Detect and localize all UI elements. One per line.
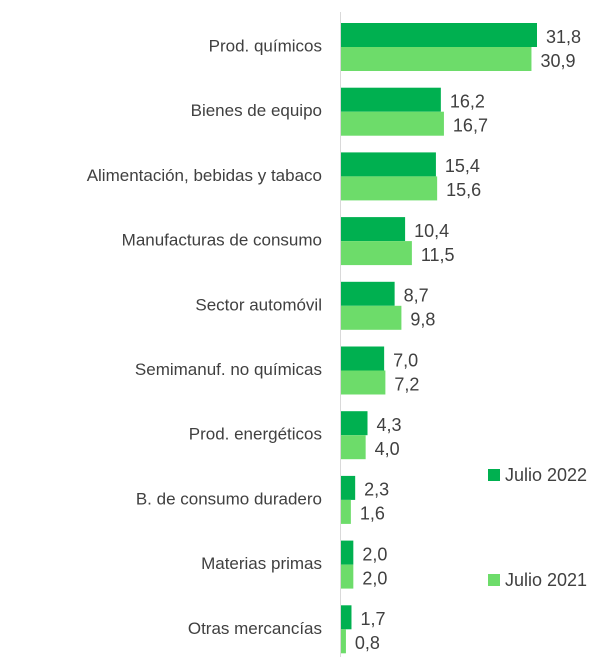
bar <box>341 435 366 460</box>
value-label: 30,9 <box>540 51 575 71</box>
bar <box>341 111 444 136</box>
bar <box>341 629 346 654</box>
bar <box>341 217 406 242</box>
value-label: 9,8 <box>410 310 435 330</box>
category-label: Alimentación, bebidas y tabaco <box>87 166 322 185</box>
bar <box>341 152 436 177</box>
category-label: Materias primas <box>201 554 322 573</box>
bar <box>341 605 352 630</box>
bar <box>341 281 395 306</box>
bar <box>341 370 386 395</box>
legend-label: Julio 2022 <box>505 465 587 485</box>
category-label: Prod. energéticos <box>189 425 322 444</box>
category-label: Semimanuf. no químicas <box>135 360 322 379</box>
bar <box>341 499 351 524</box>
value-label: 7,2 <box>394 374 419 394</box>
legend-label: Julio 2021 <box>505 570 587 590</box>
value-label: 1,6 <box>360 504 385 524</box>
value-label: 7,0 <box>393 350 418 370</box>
value-label: 4,0 <box>375 439 400 459</box>
bar <box>341 411 368 436</box>
value-label: 16,7 <box>453 115 488 135</box>
value-label: 4,3 <box>377 415 402 435</box>
value-label: 0,8 <box>355 633 380 653</box>
value-label: 8,7 <box>404 286 429 306</box>
value-label: 1,7 <box>360 609 385 629</box>
category-label: Sector automóvil <box>195 295 322 314</box>
bar <box>341 305 402 330</box>
legend-swatch <box>488 469 500 481</box>
bar <box>341 475 356 500</box>
legend-swatch <box>488 574 500 586</box>
category-label: B. de consumo duradero <box>136 489 322 508</box>
bar <box>341 564 354 589</box>
value-label: 10,4 <box>414 221 449 241</box>
bar <box>341 47 532 71</box>
value-label: 31,8 <box>546 27 581 47</box>
category-label: Prod. químicos <box>209 36 322 55</box>
value-label: 16,2 <box>450 91 485 111</box>
category-label: Manufacturas de consumo <box>122 231 322 250</box>
bar <box>341 346 385 371</box>
value-label: 15,6 <box>446 180 481 200</box>
bar <box>341 540 354 565</box>
value-label: 2,0 <box>362 544 387 564</box>
value-label: 15,4 <box>445 156 480 176</box>
bar <box>341 176 438 201</box>
category-label: Bienes de equipo <box>191 101 322 120</box>
value-label: 2,0 <box>362 568 387 588</box>
bar <box>341 241 412 266</box>
bar <box>341 23 537 47</box>
category-label: Otras mercancías <box>188 619 322 638</box>
bar <box>341 87 441 112</box>
value-label: 11,5 <box>421 245 455 265</box>
value-label: 2,3 <box>364 480 389 500</box>
